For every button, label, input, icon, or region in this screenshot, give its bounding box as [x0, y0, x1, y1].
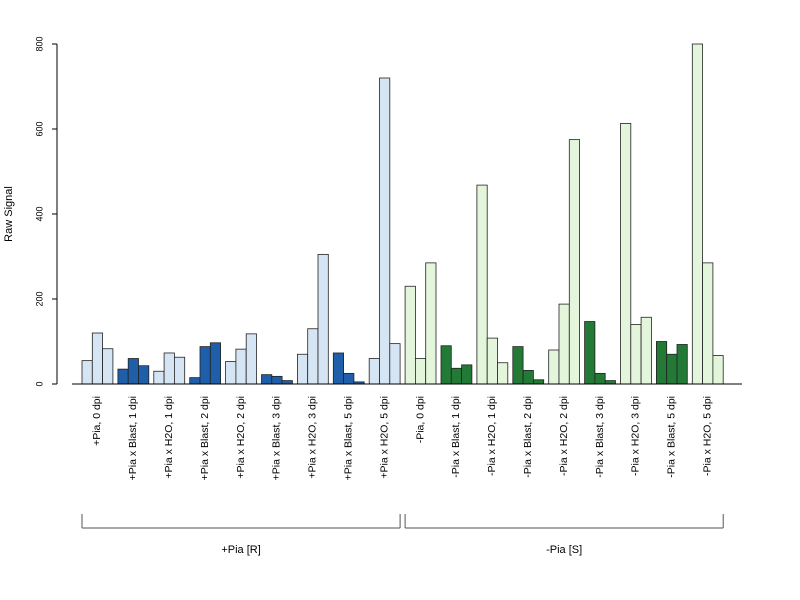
- bar: [533, 379, 545, 385]
- bar: [630, 324, 642, 385]
- bar: [317, 253, 329, 385]
- bar: [189, 377, 201, 385]
- category-label: -Pia x H2O, 3 dpi: [630, 396, 642, 476]
- bar: [414, 358, 427, 385]
- category-label: -Pia x Blast, 1 dpi: [450, 396, 462, 478]
- bar: [548, 349, 560, 385]
- bar: [138, 365, 150, 385]
- category-label: -Pia x H2O, 5 dpi: [702, 396, 714, 476]
- bar: [486, 337, 498, 385]
- category-label: +Pia x H2O, 2 dpi: [235, 396, 247, 479]
- bar: [368, 358, 380, 385]
- bar: [425, 262, 437, 385]
- bar: [332, 352, 344, 385]
- bar: [558, 303, 570, 385]
- category-label: -Pia x H2O, 1 dpi: [486, 396, 498, 476]
- category-label: +Pia x H2O, 5 dpi: [378, 396, 390, 479]
- bar: [568, 139, 580, 385]
- bar: [296, 353, 309, 385]
- group-brackets: +Pia [R] -Pia [S]: [81, 514, 724, 556]
- y-axis: 0 200 400 600 800: [34, 36, 58, 387]
- bar: [620, 123, 632, 385]
- bar: [404, 285, 416, 385]
- category-label: -Pia x Blast, 5 dpi: [666, 396, 678, 478]
- bar: [512, 346, 524, 385]
- bar: [163, 352, 175, 385]
- bar: [522, 369, 534, 385]
- bar: [91, 332, 104, 385]
- category-label: +Pia x Blast, 1 dpi: [127, 396, 139, 480]
- group-label: +Pia [R]: [221, 544, 260, 556]
- bar: [127, 358, 139, 385]
- category-label: +Pia, 0 dpi: [91, 396, 103, 446]
- bar: [199, 346, 211, 385]
- bar: [379, 77, 391, 385]
- y-tick-label: 800: [34, 36, 44, 51]
- bar: [117, 368, 129, 385]
- bar: [497, 362, 509, 385]
- bar: [102, 348, 114, 385]
- bar: [81, 360, 93, 385]
- bar: [271, 375, 283, 385]
- bar: [604, 380, 616, 385]
- bar: [712, 355, 724, 385]
- y-axis-title: Raw Signal: [3, 186, 15, 242]
- y-tick-label: 0: [34, 381, 44, 386]
- bar: [225, 361, 237, 385]
- category-label: +Pia x H2O, 3 dpi: [307, 396, 319, 479]
- group-label: -Pia [S]: [546, 544, 582, 556]
- bars: [81, 43, 724, 385]
- bar: [666, 353, 678, 385]
- category-labels: +Pia, 0 dpi +Pia x Blast, 1 dpi +Pia x H2O…: [91, 396, 713, 480]
- bar: [594, 372, 606, 385]
- category-label: +Pia x Blast, 5 dpi: [343, 396, 355, 480]
- bar: [584, 321, 596, 385]
- category-label: -Pia x Blast, 2 dpi: [522, 396, 534, 478]
- bar: [173, 356, 186, 385]
- category-label: -Pia x H2O, 2 dpi: [558, 396, 570, 476]
- bar: [153, 370, 165, 385]
- bar: [245, 333, 257, 385]
- category-label: -Pia, 0 dpi: [414, 396, 426, 443]
- bar: [461, 364, 473, 385]
- bar: [450, 367, 462, 385]
- bar: [261, 374, 273, 385]
- bar: [235, 348, 247, 385]
- category-label: +Pia x H2O, 1 dpi: [163, 396, 175, 479]
- bar: [676, 344, 688, 385]
- y-tick-label: 200: [34, 291, 44, 306]
- bar: [702, 262, 714, 385]
- bar: [691, 43, 703, 385]
- y-tick-label: 400: [34, 206, 44, 221]
- category-label: +Pia x Blast, 2 dpi: [199, 396, 211, 480]
- bar: [656, 341, 668, 385]
- bar: [440, 345, 452, 385]
- bar: [389, 343, 401, 385]
- category-label: +Pia x Blast, 3 dpi: [271, 396, 283, 480]
- bar: [343, 372, 355, 385]
- bar: [209, 342, 222, 385]
- bar: [307, 328, 319, 385]
- y-tick-label: 600: [34, 121, 44, 136]
- category-label: -Pia x Blast, 3 dpi: [594, 396, 606, 478]
- bar: [281, 380, 293, 385]
- bar: [476, 184, 488, 385]
- bar: [640, 316, 652, 385]
